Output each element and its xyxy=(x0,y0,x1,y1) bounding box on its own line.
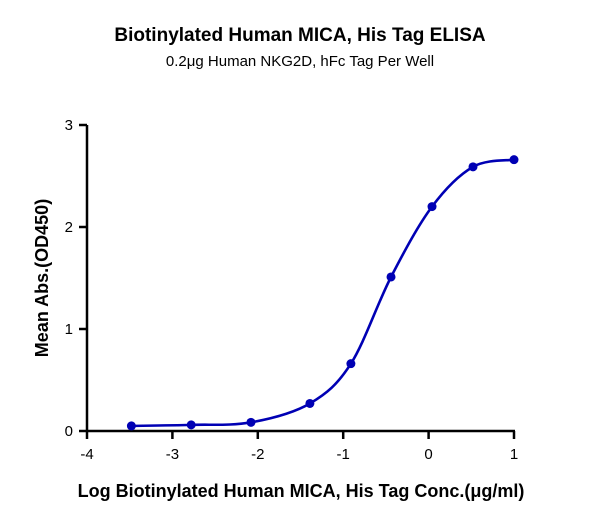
data-point xyxy=(509,155,519,165)
x-axis-label: Log Biotinylated Human MICA, His Tag Con… xyxy=(78,481,525,501)
x-tick-label: -3 xyxy=(166,446,179,463)
y-tick-label: 3 xyxy=(65,117,73,134)
x-tick-label: 1 xyxy=(510,446,518,463)
x-tick-label: -1 xyxy=(337,446,350,463)
data-point xyxy=(386,272,396,282)
x-tick-label: -4 xyxy=(80,446,93,463)
data-point xyxy=(305,398,315,408)
data-point xyxy=(427,202,437,212)
x-tick-label: -2 xyxy=(251,446,264,463)
data-points xyxy=(126,155,519,431)
chart-subtitle: 0.2μg Human NKG2D, hFc Tag Per Well xyxy=(165,53,435,70)
y-tick-label: 0 xyxy=(65,423,73,440)
fit-curve xyxy=(131,158,515,428)
data-point xyxy=(186,420,196,430)
axes: -4 -3 -2 -1 0 1 0 1 2 3 xyxy=(65,117,519,463)
data-point xyxy=(246,417,256,427)
y-axis-label: Mean Abs.(OD450) xyxy=(32,199,52,357)
data-point xyxy=(346,359,356,369)
chart-title: Biotinylated Human MICA, His Tag ELISA xyxy=(114,25,486,46)
x-tick-label: 0 xyxy=(424,446,432,463)
y-tick-label: 1 xyxy=(65,321,73,338)
data-point xyxy=(126,421,136,431)
data-point xyxy=(468,162,478,172)
y-tick-label: 2 xyxy=(65,219,73,236)
